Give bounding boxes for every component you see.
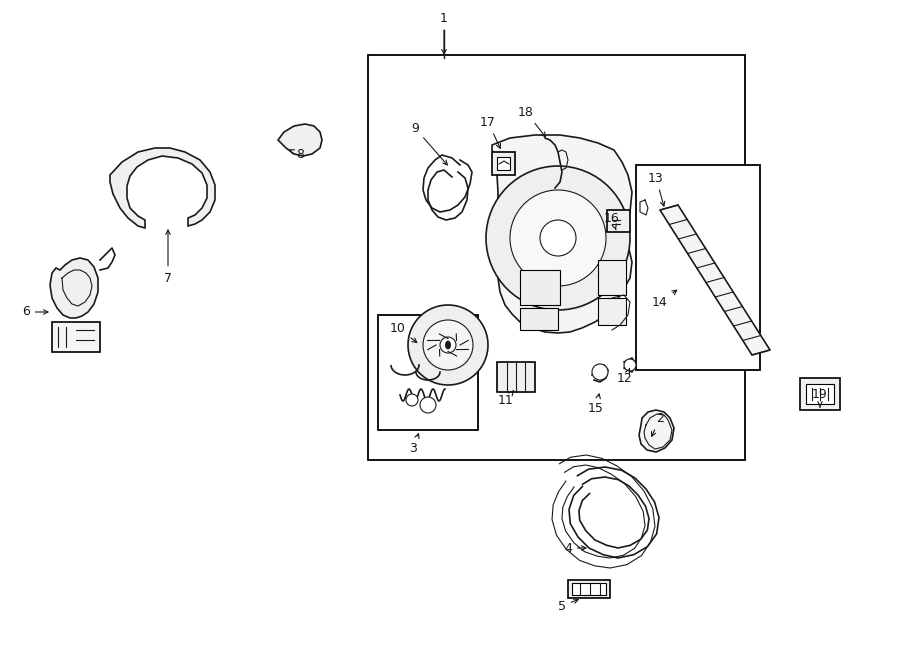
Polygon shape [639, 410, 674, 452]
Bar [800, 378, 840, 410]
Bar [52, 322, 100, 352]
Text: 19: 19 [812, 389, 828, 407]
Ellipse shape [445, 340, 451, 350]
Ellipse shape [624, 359, 636, 371]
Text: 17: 17 [480, 116, 500, 148]
Text: 18: 18 [518, 106, 545, 137]
Bar [636, 165, 760, 370]
Polygon shape [110, 148, 215, 228]
Text: 7: 7 [164, 230, 172, 284]
Text: 5: 5 [558, 599, 579, 613]
Ellipse shape [440, 337, 456, 353]
Text: 4: 4 [564, 541, 586, 555]
Bar [520, 308, 558, 330]
Text: 16: 16 [604, 212, 620, 230]
Ellipse shape [592, 364, 608, 380]
Polygon shape [50, 258, 98, 318]
Polygon shape [492, 135, 632, 333]
Text: 15: 15 [588, 394, 604, 414]
Bar [492, 152, 515, 175]
Ellipse shape [540, 220, 576, 256]
Bar [572, 583, 606, 595]
Text: 10: 10 [390, 321, 417, 342]
Text: 2: 2 [652, 412, 664, 436]
Text: 14: 14 [652, 290, 677, 309]
Text: 6: 6 [22, 305, 48, 319]
Bar [520, 270, 560, 305]
Ellipse shape [406, 394, 418, 406]
Bar [378, 315, 478, 430]
Bar [497, 157, 510, 170]
Bar [598, 298, 626, 325]
Polygon shape [660, 205, 770, 355]
Text: 13: 13 [648, 171, 665, 206]
Bar [497, 362, 535, 392]
Bar [368, 55, 745, 460]
Ellipse shape [510, 190, 606, 286]
Ellipse shape [486, 166, 630, 310]
Ellipse shape [408, 305, 488, 385]
Text: 3: 3 [410, 434, 419, 455]
Text: 11: 11 [498, 391, 514, 407]
Bar [806, 384, 834, 404]
Bar [598, 260, 626, 295]
Text: 1: 1 [440, 11, 448, 54]
Bar [568, 580, 610, 598]
Polygon shape [278, 124, 322, 156]
Ellipse shape [423, 320, 473, 370]
Ellipse shape [420, 397, 436, 413]
Bar [607, 210, 630, 232]
Text: 8: 8 [290, 149, 304, 161]
Text: 12: 12 [617, 369, 633, 385]
Text: 9: 9 [411, 122, 447, 165]
